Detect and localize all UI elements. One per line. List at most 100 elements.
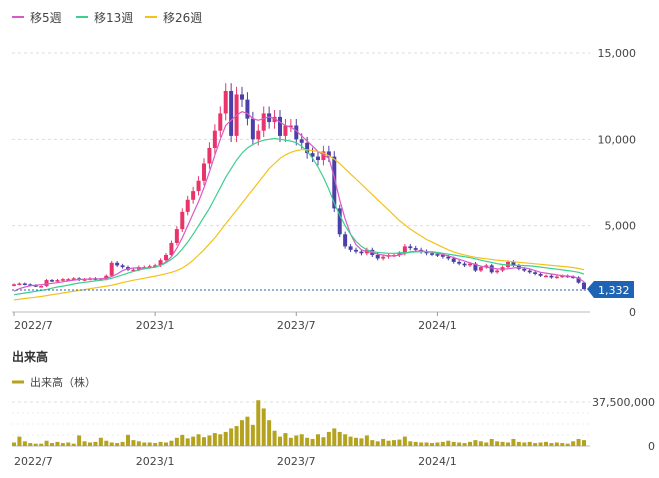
volume-bar [272,430,277,446]
volume-bar [310,438,315,446]
candle-body [549,275,554,278]
candle-body [158,260,163,266]
candle-body [560,275,565,278]
volume-bar [202,437,206,446]
price-x-tick-label: 2024/1 [418,319,457,332]
candle-body [131,269,136,272]
candle-body [424,251,429,254]
candle-body [202,163,206,181]
candle-body [82,279,87,281]
candle-body [256,130,261,140]
volume-bar [386,440,391,446]
candle-body [305,142,310,154]
volume-x-tick-label: 2023/1 [136,455,175,468]
candle-body [316,156,320,161]
volume-bar [180,434,185,446]
volume-bar [478,441,483,446]
volume-bar [109,442,114,446]
candle-body [196,180,201,192]
candle-body [191,191,196,200]
candle-body [495,270,500,273]
volume-bar [484,442,489,446]
volume-bar [571,441,576,446]
candle-body [446,256,451,259]
volume-bar [28,443,33,446]
volume-bar [337,431,342,446]
candle-body [326,151,331,157]
volume-bar [549,443,554,446]
volume-bar [544,441,548,446]
volume-bar [500,441,505,446]
volume-bar [212,433,217,446]
volume-bar [413,441,418,446]
volume-bar [370,440,375,446]
candle-body [576,277,581,283]
legend-item-ma13[interactable]: 移13週 [76,11,133,25]
candle-body [381,256,386,259]
volume-bar [17,436,22,446]
volume-bar [60,443,65,446]
legend-item-ma26[interactable]: 移26週 [145,11,202,25]
volume-bar [229,428,234,446]
volume-bar [223,431,228,446]
volume-bar [164,442,168,446]
volume-bar [71,443,76,446]
candle-body [554,276,559,279]
candle-body [278,116,282,136]
volume-section-title: 出来高 [12,349,48,364]
candle-body [12,284,16,286]
price-x-tick-label: 2023/1 [136,319,175,332]
volume-bar [153,443,158,446]
candle-body [571,276,576,279]
volume-bar [98,437,103,446]
volume-bar [207,435,212,446]
volume-bar [560,443,565,446]
candle-body [397,253,402,256]
last-price-badge-shape [587,281,634,298]
volume-legend[interactable]: 出来高（株） [12,375,96,389]
volume-bar [77,435,82,446]
volume-bar [88,442,92,446]
candle-body [60,279,65,281]
volume-bar [196,434,201,446]
volume-bar [495,441,500,446]
candle-body [527,270,532,273]
candle-body [582,282,586,290]
candle-body [207,147,212,164]
candle-body [522,268,527,271]
candle-body [468,263,472,266]
candle-body [28,284,33,286]
candle-body [272,116,277,123]
volume-bar [354,437,358,446]
candle-body [180,211,185,230]
volume-bar [136,441,141,446]
candle-body [430,253,434,255]
volume-bar [44,440,49,446]
volume-bar [261,408,266,446]
price-y-tick-label: 0 [629,306,636,319]
volume-x-axis: 2022/7 2023/1 2023/7 2024/1 [14,455,457,468]
candlestick-series [12,83,586,290]
volume-bar [576,438,581,446]
volume-bar [158,441,163,446]
candle-body [310,153,315,157]
candle-body [223,90,228,114]
volume-bar [392,440,396,446]
volume-bar [348,436,353,446]
price-x-tick-label: 2022/7 [14,319,53,332]
candle-body [22,283,27,286]
candle-body [267,113,272,123]
legend-item-ma5[interactable]: 移5週 [12,11,62,25]
volume-bar [511,438,516,446]
volume-bar [364,435,369,446]
candle-body [240,94,244,100]
volume-bar [234,426,239,446]
ma26-legend-label: 移26週 [163,11,202,25]
candle-body [283,125,288,136]
volume-y-axis: 0 37,500,000 [592,396,655,453]
volume-bar [451,441,456,446]
candle-body [174,229,179,243]
candle-body [473,263,478,271]
candle-body [218,113,223,131]
